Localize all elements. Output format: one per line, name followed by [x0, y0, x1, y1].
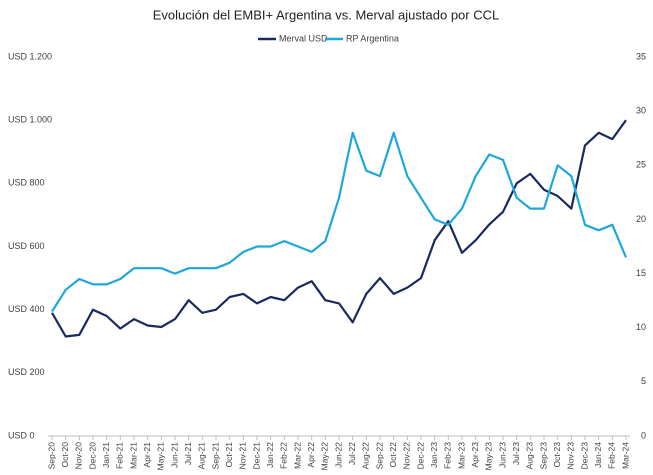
x-tick-label: Nov-22 — [402, 442, 412, 470]
series-line — [51, 119, 627, 338]
x-tick-label: Sep-20 — [46, 442, 56, 470]
x-tick-label: Jun-22 — [333, 442, 343, 468]
x-tick-label: Oct-21 — [224, 442, 234, 468]
x-tick-label: May-22 — [320, 442, 330, 471]
x-tick-label: Feb-21 — [115, 442, 125, 469]
x-tick-label: Feb-23 — [443, 442, 453, 469]
x-tick-label: Mar-21 — [128, 442, 138, 469]
x-tick-label: Apr-21 — [142, 442, 152, 468]
y2-tick-label: 30 — [636, 106, 646, 116]
x-tick-label: Feb-24 — [607, 442, 617, 469]
x-tick-label: Feb-22 — [279, 442, 289, 469]
legend-label: Merval USD — [279, 33, 328, 43]
x-tick-label: Apr-23 — [470, 442, 480, 468]
x-tick-label: May-21 — [156, 442, 166, 471]
x-tick-label: Dec-20 — [87, 442, 97, 470]
y-tick-label: USD 200 — [8, 367, 45, 377]
y2-tick-label: 10 — [636, 322, 646, 332]
x-tick-label: Mar-23 — [456, 442, 466, 469]
y-tick-label: USD 1.000 — [8, 115, 52, 125]
x-tick-label: Jul-22 — [347, 442, 357, 465]
chart-title: Evolución del EMBI+ Argentina vs. Merval… — [153, 7, 499, 22]
y-tick-label: USD 600 — [8, 241, 45, 251]
x-tick-label: Jun-21 — [169, 442, 179, 468]
y-tick-label: USD 0 — [8, 430, 35, 440]
y-tick-label: USD 1.200 — [8, 51, 52, 61]
x-tick-label: Dec-23 — [579, 442, 589, 470]
x-tick-label: Nov-20 — [74, 442, 84, 470]
y2-tick-label: 0 — [641, 430, 646, 440]
x-tick-label: Sep-22 — [374, 442, 384, 470]
y-tick-label: USD 800 — [8, 178, 45, 188]
y-tick-label: USD 400 — [8, 304, 45, 314]
x-tick-label: Nov-21 — [238, 442, 248, 470]
x-tick-label: Jul-21 — [183, 442, 193, 465]
y2-tick-label: 15 — [636, 268, 646, 278]
series-line — [51, 131, 628, 313]
x-tick-label: Jan-24 — [593, 442, 603, 468]
x-tick-label: May-23 — [484, 442, 494, 471]
x-tick-label: Oct-22 — [388, 442, 398, 468]
x-tick-label: Aug-22 — [361, 442, 371, 470]
x-tick-label: Oct-23 — [552, 442, 562, 468]
x-tick-label: Jan-21 — [101, 442, 111, 468]
x-tick-label: Jan-23 — [429, 442, 439, 468]
x-tick-label: Jun-23 — [497, 442, 507, 468]
x-tick-label: Sep-23 — [538, 442, 548, 470]
x-tick-label: Mar-22 — [292, 442, 302, 469]
y2-tick-label: 5 — [641, 376, 646, 386]
x-tick-label: Mar-24 — [620, 442, 630, 469]
x-tick-label: Apr-22 — [306, 442, 316, 468]
x-tick-label: Jul-23 — [511, 442, 521, 465]
x-tick-label: Jan-22 — [265, 442, 275, 468]
x-tick-label: Dec-22 — [415, 442, 425, 470]
y2-tick-label: 20 — [636, 214, 646, 224]
x-tick-label: Nov-23 — [566, 442, 576, 470]
y2-tick-label: 25 — [636, 160, 646, 170]
x-tick-label: Sep-21 — [210, 442, 220, 470]
legend-label: RP Argentina — [346, 33, 399, 43]
x-tick-label: Aug-21 — [197, 442, 207, 470]
x-tick-label: Oct-20 — [60, 442, 70, 468]
x-tick-label: Dec-21 — [251, 442, 261, 470]
y2-tick-label: 35 — [636, 51, 646, 61]
x-tick-label: Aug-23 — [525, 442, 535, 470]
